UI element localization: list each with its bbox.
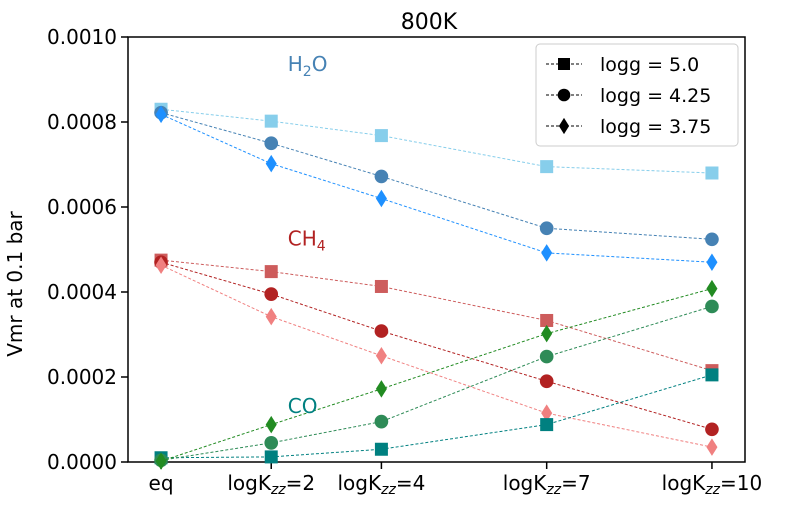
- data-point: [705, 299, 719, 314]
- data-point: [155, 452, 167, 470]
- y-tick-label: 0.0006: [47, 195, 117, 219]
- series-line: [160, 112, 712, 240]
- data-point: [374, 414, 389, 429]
- y-axis-label: Vmr at 0.1 bar: [3, 210, 27, 356]
- x-tick-label: logKzz=4: [338, 471, 426, 498]
- data-point: [374, 442, 388, 456]
- data-point: [539, 221, 554, 236]
- data-point: [539, 374, 554, 389]
- plot-area: 0.0000 0.0002 0.0004 0.0006 0.0008 0.0010 eq lo…: [47, 25, 762, 498]
- data-point: [541, 404, 553, 422]
- data-point: [264, 136, 279, 151]
- data-point: [705, 422, 719, 437]
- data-point: [155, 105, 167, 124]
- data-point: [264, 287, 279, 301]
- data-point: [540, 313, 554, 327]
- data-point: [706, 253, 718, 272]
- x-tick-label: logKzz=7: [503, 471, 591, 498]
- data-point: [374, 279, 388, 293]
- data-point: [375, 380, 387, 398]
- data-point: [265, 415, 277, 434]
- data-point: [375, 189, 387, 208]
- data-point: [540, 160, 554, 174]
- data-point: [265, 307, 277, 326]
- data-point: [374, 169, 389, 184]
- data-point: [375, 346, 387, 365]
- data-point: [705, 232, 719, 247]
- data-point: [705, 166, 719, 180]
- legend-marker: [557, 88, 571, 102]
- series-line: [161, 259, 713, 372]
- legend: logg = 5.0 logg = 4.25 logg = 3.75: [535, 43, 739, 147]
- series-line: [160, 264, 713, 448]
- data-point: [155, 256, 167, 274]
- data-point: [541, 324, 553, 343]
- data-point: [706, 438, 718, 456]
- series-line: [161, 374, 713, 459]
- legend-label: logg = 4.25: [600, 85, 711, 107]
- y-tick-label: 0.0010: [47, 25, 117, 49]
- x-tick-label: logKzz=10: [662, 471, 763, 498]
- y-tick-label: 0.0004: [47, 280, 117, 304]
- species-label: CH4: [288, 226, 326, 254]
- legend-label: logg = 3.75: [600, 116, 711, 138]
- data-point: [706, 279, 718, 298]
- y-tick-label: 0.0008: [47, 110, 117, 134]
- data-point: [541, 244, 553, 262]
- data-point: [705, 368, 719, 382]
- data-point: [264, 265, 278, 279]
- x-tick-label: eq: [149, 471, 174, 495]
- plot-frame: [127, 36, 746, 463]
- data-point: [374, 129, 388, 143]
- data-point: [539, 349, 554, 364]
- legend-label: logg = 5.0: [600, 54, 699, 76]
- series-line: [160, 305, 713, 461]
- data-point: [265, 154, 277, 173]
- y-tick-label: 0.0002: [47, 365, 117, 389]
- data-point: [264, 114, 278, 128]
- legend-marker: [558, 117, 570, 135]
- data-point: [540, 418, 554, 432]
- data-point: [264, 450, 278, 464]
- legend-marker: [558, 58, 570, 70]
- y-tick-label: 0.0000: [47, 450, 117, 474]
- chart-title: 800K: [401, 10, 458, 35]
- legend-box: [535, 43, 739, 147]
- species-label: H2O: [288, 52, 328, 80]
- x-tick-label: logKzz=2: [227, 471, 315, 498]
- species-label: CO: [288, 394, 318, 418]
- data-point: [374, 324, 389, 338]
- data-point: [264, 436, 279, 450]
